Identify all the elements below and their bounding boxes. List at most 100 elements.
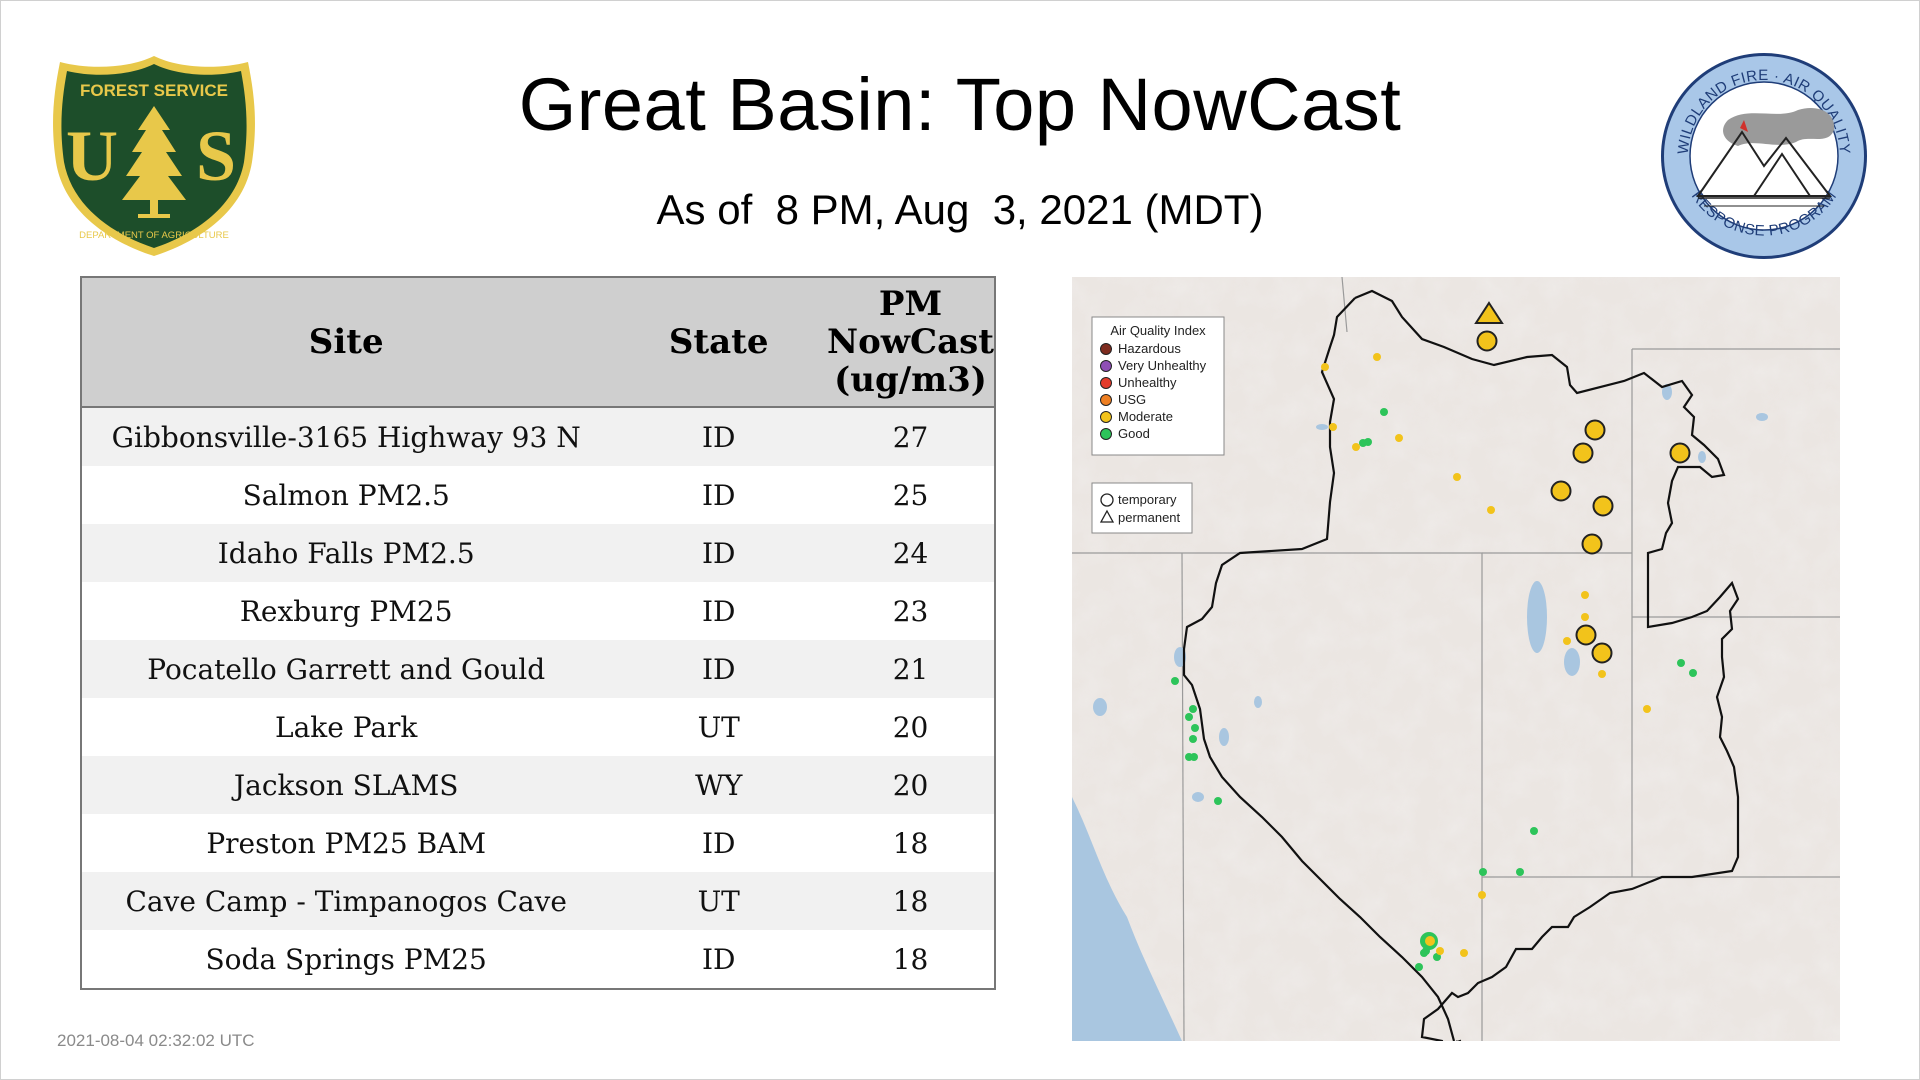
- monitor-moderate-marker: [1581, 613, 1589, 621]
- generated-timestamp: 2021-08-04 02:32:02 UTC: [57, 1031, 255, 1050]
- cell-state: ID: [610, 524, 828, 582]
- monitor-moderate-temporary-marker: [1581, 533, 1603, 555]
- cell-site: Preston PM25 BAM: [82, 814, 611, 872]
- triangle-icon: [1099, 509, 1115, 523]
- monitor-moderate-temporary-marker: [1550, 480, 1572, 502]
- monitor-good-marker: [1189, 705, 1197, 713]
- legend-permanent-label: permanent: [1118, 510, 1181, 525]
- column-header-site: Site: [82, 278, 611, 408]
- column-header-nowcast-line2: NowCast: [827, 322, 994, 362]
- column-header-nowcast-line3: (ug/m3): [834, 360, 987, 400]
- logo-left-bottom-text: DEPARTMENT OF AGRICULTURE: [79, 230, 229, 241]
- cell-state: ID: [610, 466, 828, 524]
- monitor-markers: [1171, 301, 1697, 971]
- site-type-legend: temporary permanent: [1091, 482, 1193, 534]
- svg-text:S: S: [196, 116, 236, 196]
- great-basin-boundary: [1354, 289, 1740, 1041]
- monitor-good-marker: [1191, 724, 1199, 732]
- monitor-moderate-marker: [1598, 670, 1606, 678]
- monitor-moderate-marker: [1478, 891, 1486, 899]
- cell-site: Salmon PM2.5: [82, 466, 611, 524]
- aqi-legend-label: Hazardous: [1118, 341, 1181, 356]
- cell-state: ID: [610, 407, 828, 466]
- cell-site: Lake Park: [82, 698, 611, 756]
- table-row: Lake Park UT 20: [82, 698, 994, 756]
- cell-value: 20: [827, 756, 994, 814]
- monitor-moderate-temporary-marker: [1584, 419, 1606, 441]
- cell-value: 23: [827, 582, 994, 640]
- cell-site: Gibbonsville-3165 Highway 93 N: [82, 407, 611, 466]
- monitor-moderate-temporary-marker: [1476, 330, 1498, 352]
- table-header-row: Site State PM NowCast (ug/m3): [82, 278, 994, 408]
- page-title: Great Basin: Top NowCast: [518, 63, 1402, 146]
- aqi-legend-title: Air Quality Index: [1110, 323, 1206, 338]
- monitor-moderate-temporary-marker: [1592, 495, 1614, 517]
- cell-state: ID: [610, 582, 828, 640]
- aqi-legend-swatch: [1100, 411, 1112, 423]
- monitor-good-marker: [1516, 868, 1524, 876]
- aqi-legend-swatch: [1100, 377, 1112, 389]
- cell-state: UT: [610, 872, 828, 930]
- aqi-legend-swatch: [1100, 360, 1112, 372]
- monitor-good-marker: [1190, 753, 1198, 761]
- cell-value: 21: [827, 640, 994, 698]
- aqi-legend-swatch: [1100, 394, 1112, 406]
- monitor-good-marker: [1530, 827, 1538, 835]
- map-ocean: [1072, 797, 1182, 1041]
- circle-icon: [1100, 493, 1114, 507]
- monitor-good-marker: [1689, 669, 1697, 677]
- cell-value: 27: [827, 407, 994, 466]
- cell-state: WY: [610, 756, 828, 814]
- table-row: Soda Springs PM25 ID 18: [82, 930, 994, 988]
- aqi-legend-label: Good: [1118, 426, 1150, 441]
- cell-site: Soda Springs PM25: [82, 930, 611, 988]
- svg-text:U: U: [66, 116, 118, 196]
- monitor-moderate-marker: [1425, 936, 1435, 946]
- cell-value: 18: [827, 930, 994, 988]
- monitor-good-marker: [1677, 659, 1685, 667]
- cell-state: ID: [610, 930, 828, 988]
- cell-site: Idaho Falls PM2.5: [82, 524, 611, 582]
- monitor-moderate-permanent-marker: [1474, 301, 1504, 324]
- page-subtitle: As of 8 PM, Aug 3, 2021 (MDT): [656, 186, 1264, 233]
- monitor-good-marker: [1185, 713, 1193, 721]
- cell-state: ID: [610, 640, 828, 698]
- monitor-moderate-temporary-marker: [1669, 442, 1691, 464]
- monitor-good-marker: [1433, 953, 1441, 961]
- monitor-moderate-marker: [1395, 434, 1403, 442]
- wildland-fire-air-quality-logo: WILDLAND FIRE · AIR QUALITY RESPONSE PRO…: [1661, 53, 1867, 259]
- logo-left-top-text: FOREST SERVICE: [80, 81, 228, 100]
- monitor-moderate-marker: [1321, 363, 1329, 371]
- monitor-good-marker: [1171, 677, 1179, 685]
- great-basin-map: Air Quality Index Hazardous Very Unhealth…: [1072, 277, 1840, 1041]
- aqi-legend-swatch: [1100, 343, 1112, 355]
- monitor-good-marker: [1359, 439, 1367, 447]
- table-row: Cave Camp - Timpanogos Cave UT 18: [82, 872, 994, 930]
- monitor-good-marker: [1189, 735, 1197, 743]
- aqi-legend: Air Quality Index Hazardous Very Unhealth…: [1091, 316, 1225, 456]
- legend-temporary-label: temporary: [1118, 492, 1177, 507]
- column-header-nowcast-line1: PM: [878, 284, 943, 324]
- monitor-moderate-marker: [1352, 443, 1360, 451]
- monitor-good-marker: [1479, 868, 1487, 876]
- monitor-moderate-temporary-marker: [1572, 442, 1594, 464]
- monitor-moderate-marker: [1487, 506, 1495, 514]
- table-row: Salmon PM2.5 ID 25: [82, 466, 994, 524]
- table-row: Pocatello Garrett and Gould ID 21: [82, 640, 994, 698]
- monitor-moderate-marker: [1453, 473, 1461, 481]
- monitor-moderate-marker: [1563, 637, 1571, 645]
- cell-value: 25: [827, 466, 994, 524]
- monitor-moderate-marker: [1643, 705, 1651, 713]
- cell-site: Pocatello Garrett and Gould: [82, 640, 611, 698]
- monitor-moderate-marker: [1329, 423, 1337, 431]
- cell-value: 18: [827, 872, 994, 930]
- column-header-nowcast: PM NowCast (ug/m3): [827, 278, 994, 408]
- monitor-moderate-marker: [1460, 949, 1468, 957]
- aqi-legend-swatch: [1100, 428, 1112, 440]
- aqi-legend-label: Very Unhealthy: [1118, 358, 1207, 373]
- monitor-moderate-temporary-marker: [1591, 642, 1613, 664]
- table-row: Idaho Falls PM2.5 ID 24: [82, 524, 994, 582]
- cell-site: Cave Camp - Timpanogos Cave: [82, 872, 611, 930]
- monitor-good-marker: [1380, 408, 1388, 416]
- map-lakes: [1093, 384, 1768, 802]
